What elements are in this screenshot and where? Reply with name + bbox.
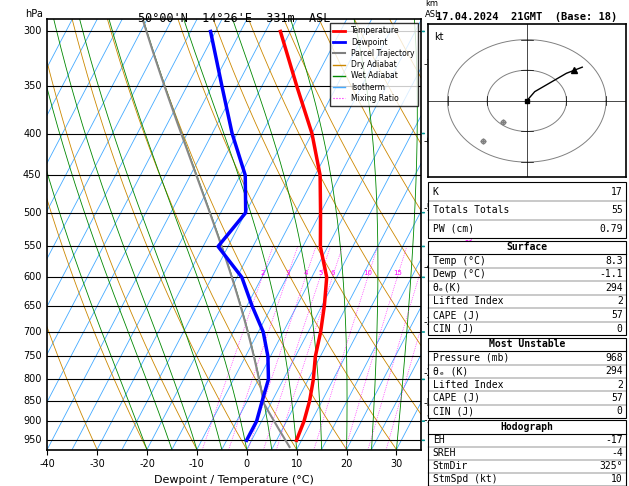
- Text: 57: 57: [611, 310, 623, 320]
- Text: 0: 0: [617, 324, 623, 333]
- Text: 2: 2: [260, 270, 265, 276]
- Text: -5: -5: [423, 203, 433, 213]
- Text: 650: 650: [23, 301, 42, 311]
- Text: StmSpd (kt): StmSpd (kt): [433, 474, 498, 485]
- Text: -4: -4: [423, 262, 433, 272]
- Text: 8.3: 8.3: [605, 256, 623, 266]
- Text: 50°00'N  14°26'E  331m  ASL: 50°00'N 14°26'E 331m ASL: [138, 12, 330, 25]
- Text: 3: 3: [285, 270, 290, 276]
- Text: -7: -7: [423, 59, 433, 69]
- Text: EH: EH: [433, 435, 445, 445]
- Text: 5: 5: [318, 270, 323, 276]
- Text: 17: 17: [611, 187, 623, 196]
- Text: K: K: [433, 187, 438, 196]
- Text: 325°: 325°: [599, 461, 623, 471]
- Text: 10: 10: [611, 474, 623, 485]
- Text: 500: 500: [23, 208, 42, 218]
- Text: StmDir: StmDir: [433, 461, 468, 471]
- Text: 800: 800: [23, 374, 42, 384]
- Text: θₑ(K): θₑ(K): [433, 283, 462, 293]
- Legend: Temperature, Dewpoint, Parcel Trajectory, Dry Adiabat, Wet Adiabat, Isotherm, Mi: Temperature, Dewpoint, Parcel Trajectory…: [330, 23, 418, 106]
- Text: Hodograph: Hodograph: [500, 422, 554, 432]
- Text: Most Unstable: Most Unstable: [489, 339, 565, 349]
- Text: 400: 400: [23, 128, 42, 139]
- Text: kt: kt: [433, 32, 443, 42]
- Text: 4: 4: [304, 270, 308, 276]
- Text: Lifted Index: Lifted Index: [433, 296, 503, 307]
- Text: -2: -2: [423, 368, 433, 378]
- Text: 294: 294: [605, 366, 623, 376]
- Text: Dewp (°C): Dewp (°C): [433, 269, 486, 279]
- Text: Surface: Surface: [506, 243, 547, 252]
- X-axis label: Dewpoint / Temperature (°C): Dewpoint / Temperature (°C): [154, 475, 314, 485]
- Text: SREH: SREH: [433, 448, 456, 458]
- Text: -1.1: -1.1: [599, 269, 623, 279]
- Text: 6: 6: [330, 270, 335, 276]
- Text: 550: 550: [23, 242, 42, 251]
- Text: 294: 294: [605, 283, 623, 293]
- Text: km
ASL: km ASL: [425, 0, 441, 18]
- Text: CAPE (J): CAPE (J): [433, 393, 480, 403]
- Text: hPa: hPa: [25, 9, 43, 18]
- Text: Temp (°C): Temp (°C): [433, 256, 486, 266]
- Text: 750: 750: [23, 351, 42, 362]
- Text: Mixing Ratio (g/kg): Mixing Ratio (g/kg): [466, 191, 476, 278]
- Text: -LCL: -LCL: [423, 399, 445, 408]
- Text: 968: 968: [605, 353, 623, 363]
- Text: 17.04.2024  21GMT  (Base: 18): 17.04.2024 21GMT (Base: 18): [436, 12, 618, 22]
- Text: PW (cm): PW (cm): [433, 224, 474, 234]
- Text: -3: -3: [423, 317, 433, 327]
- Text: 850: 850: [23, 396, 42, 406]
- Text: 0.79: 0.79: [599, 224, 623, 234]
- Text: 900: 900: [23, 416, 42, 426]
- Text: 2: 2: [617, 380, 623, 390]
- Text: Totals Totals: Totals Totals: [433, 205, 509, 215]
- Text: 350: 350: [23, 81, 42, 91]
- Text: 10: 10: [364, 270, 372, 276]
- Text: 950: 950: [23, 435, 42, 445]
- Text: 600: 600: [23, 272, 42, 282]
- Text: Lifted Index: Lifted Index: [433, 380, 503, 390]
- Text: © weatheronline.co.uk: © weatheronline.co.uk: [470, 474, 583, 484]
- Text: 55: 55: [611, 205, 623, 215]
- Text: -4: -4: [611, 448, 623, 458]
- Text: 0: 0: [617, 406, 623, 417]
- Text: 300: 300: [23, 26, 42, 36]
- Text: 15: 15: [393, 270, 402, 276]
- Text: -1: -1: [423, 415, 433, 425]
- Text: -17: -17: [605, 435, 623, 445]
- Text: 57: 57: [611, 393, 623, 403]
- Text: CAPE (J): CAPE (J): [433, 310, 480, 320]
- Text: Pressure (mb): Pressure (mb): [433, 353, 509, 363]
- Text: -6: -6: [423, 136, 433, 145]
- Text: 450: 450: [23, 170, 42, 180]
- Text: CIN (J): CIN (J): [433, 406, 474, 417]
- Text: 2: 2: [617, 296, 623, 307]
- Text: θₑ (K): θₑ (K): [433, 366, 468, 376]
- Text: 700: 700: [23, 327, 42, 337]
- Text: CIN (J): CIN (J): [433, 324, 474, 333]
